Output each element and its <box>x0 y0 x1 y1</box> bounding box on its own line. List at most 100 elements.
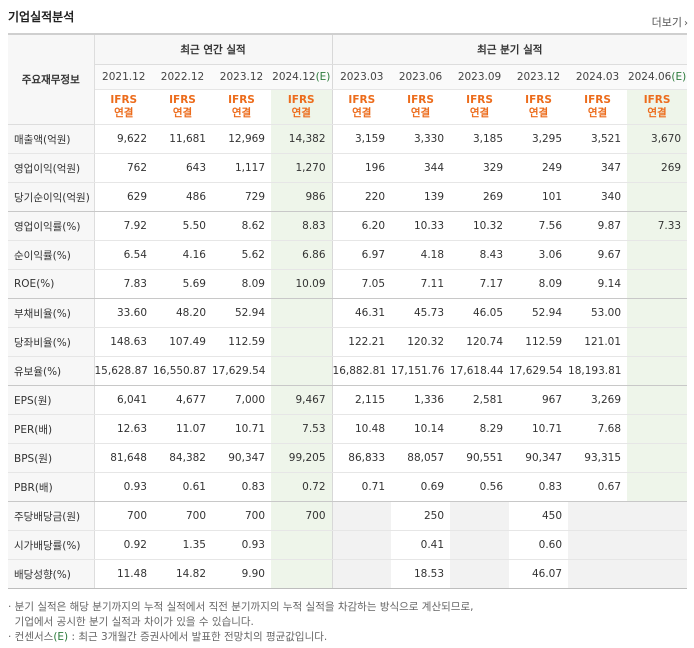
table-cell: 3,269 <box>568 385 628 415</box>
table-cell: 340 <box>568 182 628 212</box>
table-cell: 9.67 <box>568 240 628 270</box>
table-cell <box>627 240 688 270</box>
chevron-right-icon: › <box>684 18 688 29</box>
table-cell <box>331 559 392 589</box>
table-cell: 52.94 <box>212 298 271 328</box>
table-cell: 16,882.81 <box>331 356 392 386</box>
table-cell: 45.73 <box>391 298 451 328</box>
ifrs-badge: IFRS 연결 <box>450 89 510 125</box>
table-cell: 4.18 <box>391 240 451 270</box>
table-cell: 14,382 <box>271 124 333 154</box>
footnotes: · 분기 실적은 해당 분기까지의 누적 실적에서 직전 분기까지의 누적 실적… <box>8 600 473 645</box>
financial-table: 주요재무정보 최근 연간 실적 최근 분기 실적 2021.12 2022.12 2… <box>8 33 688 589</box>
ifrs-badge: IFRS 연결 <box>627 89 688 125</box>
table-cell: 3,670 <box>627 124 688 154</box>
table-cell: 986 <box>271 182 333 212</box>
table-cell: 4.16 <box>153 240 212 270</box>
ifrs-badge: IFRS 연결 <box>212 89 271 125</box>
table-cell <box>271 327 333 357</box>
table-cell: 2,581 <box>450 385 510 415</box>
ifrs-badge: IFRS 연결 <box>509 89 569 125</box>
table-cell: 17,618.44 <box>450 356 510 386</box>
table-cell: 249 <box>509 153 569 183</box>
period-header: 2023.03 <box>331 64 392 90</box>
table-row: BPS(원) 81,648 84,382 90,347 99,205 86,833 88,0… <box>8 443 688 473</box>
table-cell: 16,550.87 <box>153 356 212 386</box>
period-header: 2022.12 <box>153 64 212 90</box>
table-cell: 90,347 <box>509 443 569 473</box>
table-cell <box>331 530 392 560</box>
table-cell: 18,193.81 <box>568 356 628 386</box>
table-cell: 2,115 <box>331 385 392 415</box>
table-cell: 12.63 <box>94 414 153 444</box>
table-row: 영업이익(억원) 762 643 1,117 1,270 196 344 329 249 347 2… <box>8 153 688 183</box>
table-cell: 329 <box>450 153 510 183</box>
table-cell: 10.71 <box>509 414 569 444</box>
table-cell: 8.62 <box>212 211 271 241</box>
ifrs-badge: IFRS 연결 <box>271 89 333 125</box>
more-link[interactable]: 더보기 › <box>652 14 688 30</box>
table-cell: 11,681 <box>153 124 212 154</box>
table-cell: 7.92 <box>94 211 153 241</box>
table-cell: 17,151.76 <box>391 356 451 386</box>
table-cell: 0.72 <box>271 472 333 502</box>
table-cell: 139 <box>391 182 451 212</box>
table-cell: 122.21 <box>331 327 392 357</box>
row-label: 순이익률(%) <box>8 240 95 270</box>
table-cell: 5.50 <box>153 211 212 241</box>
table-cell: 7.17 <box>450 269 510 299</box>
table-cell: 10.48 <box>331 414 392 444</box>
table-row: 당기순이익(억원) 629 486 729 986 220 139 269 101 340 <box>8 182 688 212</box>
period-header: 2023.06 <box>391 64 451 90</box>
table-cell: 0.67 <box>568 472 628 502</box>
table-cell: 120.74 <box>450 327 510 357</box>
table-cell: 101 <box>509 182 569 212</box>
table-cell: 1.35 <box>153 530 212 560</box>
table-cell: 967 <box>509 385 569 415</box>
table-cell: 12,969 <box>212 124 271 154</box>
table-cell <box>568 530 628 560</box>
table-cell: 0.41 <box>391 530 451 560</box>
table-cell <box>627 530 688 560</box>
period-label: 2024.06 <box>627 71 672 83</box>
table-cell: 9.87 <box>568 211 628 241</box>
table-cell: 8.83 <box>271 211 333 241</box>
period-header: 2024.12(E) <box>271 64 333 90</box>
table-cell: 81,648 <box>94 443 153 473</box>
table-cell: 486 <box>153 182 212 212</box>
table-cell: 120.32 <box>391 327 451 357</box>
table-cell: 148.63 <box>94 327 153 357</box>
table-cell: 46.31 <box>331 298 392 328</box>
table-cell <box>568 559 628 589</box>
table-cell: 7.56 <box>509 211 569 241</box>
table-cell: 7.68 <box>568 414 628 444</box>
table-cell <box>627 501 688 531</box>
table-cell: 7,000 <box>212 385 271 415</box>
table-cell: 700 <box>212 501 271 531</box>
table-row: 주당배당금(원) 700 700 700 700 250 450 <box>8 501 688 531</box>
row-label: 유보율(%) <box>8 356 95 386</box>
table-cell: 220 <box>331 182 392 212</box>
row-label: 당기순이익(억원) <box>8 182 95 212</box>
table-cell: 250 <box>391 501 451 531</box>
table-cell <box>271 356 333 386</box>
table-cell <box>627 559 688 589</box>
table-cell: 762 <box>94 153 153 183</box>
table-cell: 0.61 <box>153 472 212 502</box>
table-row: 영업이익률(%) 7.92 5.50 8.62 8.83 6.20 10.33 10.32 7.… <box>8 211 688 241</box>
table-cell: 0.69 <box>391 472 451 502</box>
table-cell: 93,315 <box>568 443 628 473</box>
table-cell: 9,622 <box>94 124 153 154</box>
table-cell: 1,270 <box>271 153 333 183</box>
row-label: ROE(%) <box>8 269 95 299</box>
table-cell: 0.93 <box>212 530 271 560</box>
table-cell: 10.33 <box>391 211 451 241</box>
table-cell: 196 <box>331 153 392 183</box>
table-cell: 46.07 <box>509 559 569 589</box>
table-cell: 700 <box>271 501 333 531</box>
table-cell: 8.43 <box>450 240 510 270</box>
table-cell <box>568 501 628 531</box>
table-cell: 112.59 <box>509 327 569 357</box>
table-cell <box>331 501 392 531</box>
table-cell: 269 <box>450 182 510 212</box>
